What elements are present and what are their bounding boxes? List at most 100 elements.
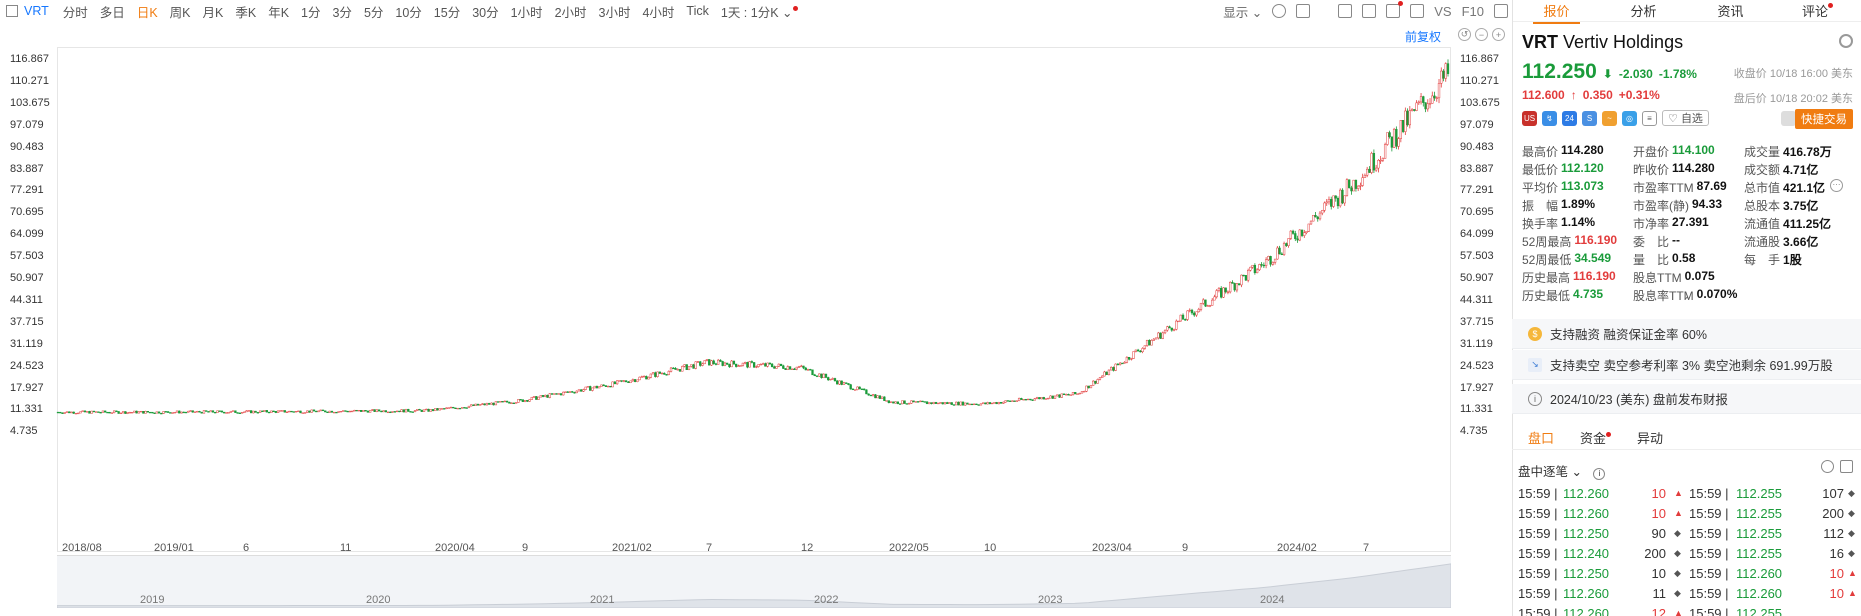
period-yearly-k[interactable]: 年K <box>268 5 290 20</box>
collapse-stats-icon[interactable]: ⌃ <box>1683 296 1692 307</box>
notice-short[interactable]: ↘ 支持卖空 卖空参考利率 3% 卖空池剩余 691.99万股 <box>1512 350 1861 380</box>
layout-icon[interactable] <box>1296 4 1311 18</box>
navigator-strip[interactable] <box>56 555 1452 609</box>
candle-body <box>1377 159 1380 169</box>
period-15min[interactable]: 15分 <box>433 5 461 20</box>
candle-body <box>629 380 632 383</box>
document-icon[interactable]: ≡ <box>1642 110 1657 126</box>
f10-button[interactable]: F10 <box>1461 3 1484 19</box>
candlestick-chart[interactable] <box>0 0 1512 616</box>
candle-body <box>1267 256 1270 260</box>
tab-comments[interactable]: 评论 <box>1774 1 1861 20</box>
candle <box>1211 298 1214 306</box>
more-options-icon[interactable]: ··· <box>1830 178 1844 192</box>
draw-pen-icon[interactable] <box>1362 4 1377 18</box>
margin-icon[interactable]: ↯ <box>1542 110 1557 126</box>
period-monthly-k[interactable]: 月K <box>202 5 224 20</box>
info-icon[interactable]: i <box>1593 468 1606 480</box>
candle <box>766 362 769 368</box>
24h-icon[interactable]: 24 <box>1562 110 1577 126</box>
candle-body <box>1211 299 1214 306</box>
candle <box>1181 313 1185 320</box>
alert-icon[interactable] <box>1386 1 1404 18</box>
zoom-out-icon[interactable]: − <box>1475 28 1488 41</box>
display-dropdown[interactable]: 显示 ⌄ <box>1223 5 1263 20</box>
notice-margin[interactable]: $ 支持融资 融资保证金率 60% <box>1512 319 1861 349</box>
period-custom-dropdown[interactable]: 1天 : 1分K ⌄ <box>721 2 798 21</box>
link-icon[interactable]: ◎ <box>1622 110 1637 126</box>
candle-body <box>766 362 769 367</box>
period-10min[interactable]: 10分 <box>395 5 422 20</box>
candle <box>703 360 706 365</box>
short-icon[interactable]: S <box>1582 110 1597 126</box>
ticks-title[interactable]: 盘中逐笔 ⌄ i <box>1518 461 1606 480</box>
candle-body <box>1280 253 1283 255</box>
candle <box>1318 211 1322 221</box>
period-2hour[interactable]: 2小时 <box>554 5 587 20</box>
period-5min[interactable]: 5分 <box>363 5 384 20</box>
candle <box>1377 159 1380 173</box>
candle <box>303 412 307 414</box>
candle <box>591 387 594 392</box>
notice-earnings[interactable]: i 2024/10/23 (美东) 盘前发布财报 <box>1512 384 1861 414</box>
vs-button[interactable]: VS <box>1434 3 1452 19</box>
period-weekly-k[interactable]: 周K <box>169 5 191 20</box>
candle-body <box>128 412 132 414</box>
candle <box>418 408 421 411</box>
period-quarterly-k[interactable]: 季K <box>235 5 257 20</box>
period-1hour[interactable]: 1小时 <box>510 5 543 20</box>
candle <box>573 391 576 394</box>
candle <box>447 407 450 409</box>
grid-icon[interactable] <box>1840 460 1853 473</box>
badge-row: US ↯ 24 S ~ ◎ ≡ ♡ 自选 <box>1522 110 1709 126</box>
settings-icon[interactable] <box>1272 4 1287 18</box>
candle-body <box>750 361 754 363</box>
tab-news[interactable]: 资讯 <box>1717 4 1744 19</box>
reset-icon[interactable]: ↺ <box>1458 28 1471 41</box>
period-4hour[interactable]: 4小时 <box>642 5 675 20</box>
candle <box>887 400 891 404</box>
period-daily-k[interactable]: 日K <box>136 5 158 20</box>
tab-quote[interactable]: 报价 <box>1513 1 1600 24</box>
zoom-in-icon[interactable]: + <box>1492 28 1505 41</box>
candle <box>351 410 354 413</box>
period-3min[interactable]: 3分 <box>332 5 352 20</box>
candle <box>982 402 985 405</box>
period-1min[interactable]: 1分 <box>301 5 321 20</box>
candle-body <box>892 401 895 404</box>
quick-trade-button[interactable]: 快捷交易 <box>1795 109 1853 129</box>
period-30min[interactable]: 30分 <box>472 5 499 20</box>
candle-body <box>1017 398 1021 402</box>
options-icon[interactable]: ~ <box>1602 110 1617 126</box>
fullscreen-icon[interactable] <box>1410 4 1425 18</box>
more-icon[interactable] <box>1821 460 1834 473</box>
candle-body <box>339 410 343 413</box>
candle <box>263 410 266 412</box>
period-tick[interactable]: Tick <box>686 4 709 18</box>
ticker-label[interactable]: VRT <box>24 4 49 18</box>
collapse-icon[interactable] <box>6 5 18 17</box>
period-3hour[interactable]: 3小时 <box>598 5 631 20</box>
stat-value: 112.120 <box>1561 160 1604 175</box>
plot-area[interactable] <box>57 47 1451 552</box>
gear-icon[interactable] <box>1839 34 1853 48</box>
period-multiday[interactable]: 多日 <box>99 5 125 20</box>
adjust-mode-button[interactable]: 前复权 <box>1405 30 1442 44</box>
sidebar-toggle-icon[interactable] <box>1494 4 1508 18</box>
bell-icon[interactable] <box>1781 111 1796 126</box>
candle-body <box>470 404 473 407</box>
candle-body <box>315 410 318 413</box>
tab-funds[interactable]: 资金 <box>1580 428 1612 449</box>
tab-movers[interactable]: 异动 <box>1637 431 1664 446</box>
stat-key: 委 比 <box>1633 234 1670 249</box>
tab-pankou[interactable]: 盘口 <box>1528 431 1555 446</box>
tab-analysis[interactable]: 分析 <box>1630 4 1657 19</box>
candle <box>243 411 246 413</box>
camera-icon[interactable] <box>1338 4 1353 18</box>
candle <box>1395 126 1398 150</box>
candle <box>1217 287 1221 293</box>
add-watchlist-button[interactable]: ♡ 自选 <box>1662 110 1709 126</box>
candle <box>479 404 482 406</box>
tick-price: 112.255 <box>1736 605 1783 616</box>
period-intraday[interactable]: 分时 <box>62 5 88 20</box>
